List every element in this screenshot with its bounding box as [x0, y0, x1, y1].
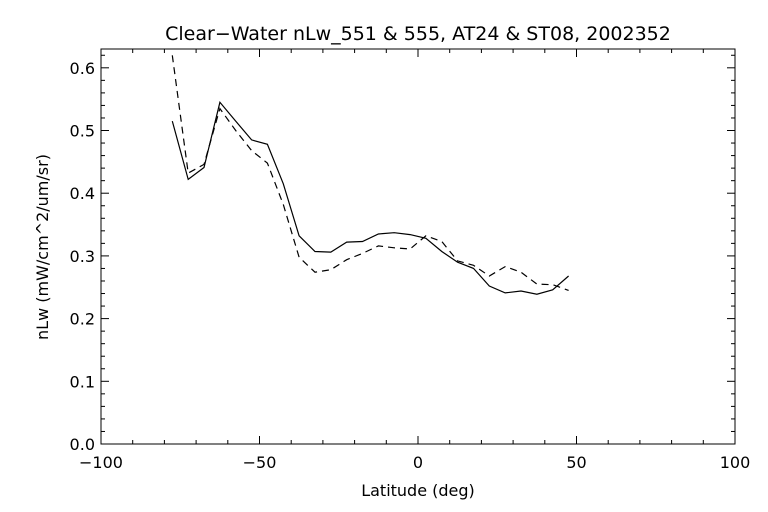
y-tick-label: 0.2: [70, 310, 95, 329]
x-tick-label: 100: [720, 453, 751, 472]
y-tick-label: 0.5: [70, 122, 95, 141]
series-line-dashed: [171, 55, 569, 291]
x-tick-label: 0: [413, 453, 423, 472]
chart-title: Clear−Water nLw_551 & 555, AT24 & ST08, …: [165, 23, 671, 45]
x-tick-label: −100: [79, 453, 123, 472]
y-tick-label: 0.3: [70, 247, 95, 266]
y-tick-label: 0.1: [70, 372, 95, 391]
y-tick-label: 0.4: [70, 184, 95, 203]
axis-ticks: −100 −50 0 50 100 0.0 0.1 0.2 0.3 0.4 0.5 0.6: [70, 49, 751, 472]
plot-frame: [100, 48, 736, 445]
x-axis-label: Latitude (deg): [361, 481, 475, 500]
x-tick-label: −50: [243, 453, 277, 472]
series-line-solid: [171, 101, 569, 295]
y-tick-label: 0.0: [70, 435, 95, 454]
series-lines: [171, 55, 569, 295]
y-axis-label: nLw (mW/cm^2/um/sr): [33, 154, 52, 340]
y-tick-label: 0.6: [70, 59, 95, 78]
x-tick-label: 50: [566, 453, 586, 472]
